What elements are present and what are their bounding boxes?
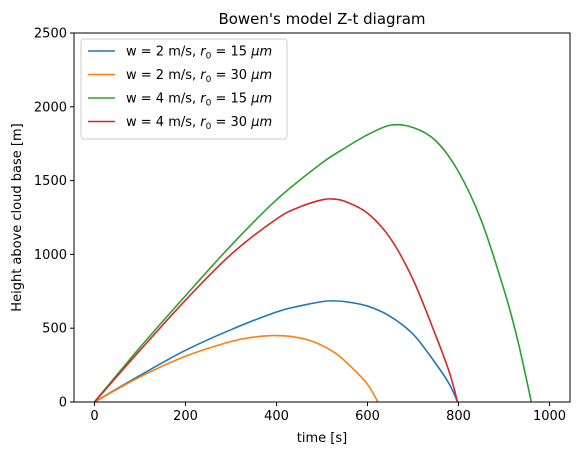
series-line-3 <box>93 123 533 403</box>
x-tick-label: 600 <box>355 409 380 424</box>
legend-entry-2: w = 2 m/s, r0 = 30 μm <box>126 68 272 85</box>
legend-box <box>80 38 288 140</box>
x-tick-label: 800 <box>446 409 471 424</box>
plot-frame <box>73 32 571 403</box>
x-axis-label: time [s] <box>297 431 347 446</box>
series-line-4 <box>93 198 459 403</box>
chart-title: Bowen's model Z-t diagram <box>218 10 425 28</box>
y-tick-label: 1000 <box>34 248 67 263</box>
legend-entry-3: w = 4 m/s, r0 = 15 μm <box>126 92 272 109</box>
y-tick-label: 500 <box>42 322 67 337</box>
legend-entry-1: w = 2 m/s, r0 = 15 μm <box>126 45 272 62</box>
series-line-2 <box>94 334 379 403</box>
x-axis: 0 200 400 600 800 1000 <box>90 402 566 424</box>
x-tick-label: 0 <box>90 409 98 424</box>
y-axis-label: Height above cloud base [m] <box>10 123 25 311</box>
y-tick-label: 2000 <box>34 100 67 115</box>
y-tick-label: 1500 <box>34 174 67 189</box>
x-tick-label: 400 <box>264 409 289 424</box>
y-tick-label: 0 <box>59 396 67 411</box>
legend: w = 2 m/s, r0 = 15 μm w = 2 m/s, r0 = 30 … <box>80 38 288 140</box>
legend-entry-4: w = 4 m/s, r0 = 30 μm <box>126 115 272 132</box>
series-layer <box>93 123 533 403</box>
y-tick-label: 2500 <box>34 27 67 42</box>
x-tick-label: 1000 <box>533 409 566 424</box>
y-axis: 0 500 1000 1500 2000 2500 <box>34 27 74 411</box>
series-line-1 <box>94 300 459 403</box>
x-tick-label: 200 <box>173 409 198 424</box>
